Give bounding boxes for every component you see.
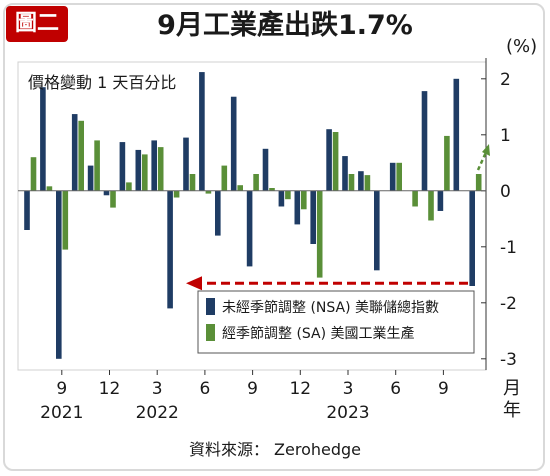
bar-sa <box>332 132 339 191</box>
bar-sa <box>396 162 402 191</box>
annotation-arrow-head <box>186 276 202 291</box>
x-tick-label: 3 <box>152 379 163 399</box>
bar-sa <box>316 190 323 278</box>
bar-nsa <box>246 190 253 267</box>
x-tick-label: 12 <box>289 379 311 399</box>
legend-swatch-sa <box>206 324 215 341</box>
bar-nsa <box>453 78 460 191</box>
bar-sa <box>364 175 371 191</box>
bar-nsa <box>135 149 142 191</box>
chart-title: 9月工業產出跌1.7% <box>157 10 413 41</box>
bar-sa <box>444 135 450 191</box>
y-tick-label: -3 <box>500 350 517 370</box>
legend-swatch-nsa <box>206 298 215 315</box>
bar-nsa <box>199 72 205 191</box>
bar-sa <box>126 182 132 191</box>
y-tick-label: -2 <box>500 294 517 314</box>
bar-sa <box>237 185 243 191</box>
bar-sa <box>285 190 291 200</box>
bar-nsa <box>167 190 173 309</box>
bar-sa <box>205 190 212 194</box>
source-note: 資料來源： Zerohedge <box>188 440 362 459</box>
bar-nsa <box>342 156 348 191</box>
bar-nsa <box>421 91 428 191</box>
y-tick-label: 2 <box>500 70 511 90</box>
bar-nsa <box>326 129 332 191</box>
bar-sa <box>428 190 434 221</box>
bar-sa <box>269 188 275 191</box>
bar-nsa <box>389 162 396 191</box>
bar-nsa <box>24 190 30 230</box>
bar-sa <box>94 140 100 191</box>
bar-nsa <box>374 190 380 271</box>
figure-badge: 圖二 <box>6 6 68 42</box>
chart-subtitle: 價格變動 1 天百分比 <box>28 73 176 92</box>
bar-nsa <box>103 190 110 196</box>
y-axis-unit: (%) <box>506 36 538 57</box>
bar-nsa <box>310 190 316 244</box>
bar-nsa <box>262 148 269 191</box>
x-year-label: 2023 <box>326 403 369 423</box>
bar-nsa <box>40 87 46 191</box>
x-tick-label: 9 <box>247 379 258 399</box>
bar-sa <box>173 190 180 198</box>
x-tick-label: 9 <box>438 379 449 399</box>
x-axis-unit: 月 <box>503 378 521 399</box>
green-arrow-line <box>476 149 489 171</box>
bar-sa <box>301 190 307 210</box>
x-tick-label: 6 <box>390 379 401 399</box>
y-tick-label: -1 <box>500 238 517 258</box>
bar-nsa <box>294 190 301 225</box>
bar-nsa <box>119 142 126 191</box>
bar-nsa <box>183 137 189 191</box>
bar-sa <box>62 190 69 250</box>
bar-sa <box>189 174 196 191</box>
x-tick-label: 3 <box>343 379 354 399</box>
y-tick-label: 0 <box>500 182 511 202</box>
bar-sa <box>46 186 53 191</box>
legend-box <box>197 290 475 354</box>
x-tick-label: 9 <box>56 379 67 399</box>
x-tick-label: 6 <box>199 379 210 399</box>
bar-nsa <box>215 190 221 236</box>
x-year-label: 2021 <box>40 403 83 423</box>
x-axis-unit: 年 <box>503 400 521 421</box>
bar-sa <box>253 174 259 191</box>
bar-nsa <box>278 190 285 207</box>
bar-nsa <box>87 165 94 191</box>
bar-nsa <box>358 171 364 191</box>
legend-label-sa: 經季節調整 (SA) 美國工業生產 <box>222 325 415 342</box>
bar-sa <box>221 165 228 191</box>
bar-sa <box>142 154 148 191</box>
bar-sa <box>412 190 418 207</box>
bar-sa <box>348 174 355 191</box>
bar-sa <box>30 157 37 191</box>
bar-sa <box>475 174 482 191</box>
bar-nsa <box>151 140 157 191</box>
bar-sa <box>78 120 84 191</box>
bar-nsa <box>56 190 62 359</box>
x-tick-label: 12 <box>99 379 121 399</box>
y-tick-label: 1 <box>500 126 511 146</box>
green-arrow-head <box>482 144 490 156</box>
bar-nsa <box>469 190 475 286</box>
legend-label-nsa: 未經季節調整 (NSA) 美聯儲總指數 <box>222 299 439 316</box>
bar-sa <box>110 190 116 208</box>
bar-nsa <box>71 114 78 191</box>
bar-nsa <box>230 96 237 191</box>
x-year-label: 2022 <box>136 403 179 423</box>
bar-sa <box>157 147 164 191</box>
bar-nsa <box>437 190 444 211</box>
